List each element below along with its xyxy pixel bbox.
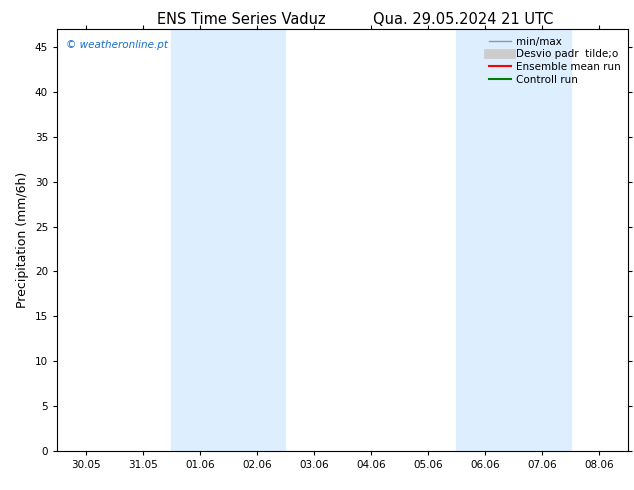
Y-axis label: Precipitation (mm/6h): Precipitation (mm/6h): [16, 172, 29, 308]
Legend: min/max, Desvio padr  tilde;o, Ensemble mean run, Controll run: min/max, Desvio padr tilde;o, Ensemble m…: [486, 35, 623, 87]
Bar: [456, 29, 571, 451]
Text: Qua. 29.05.2024 21 UTC: Qua. 29.05.2024 21 UTC: [373, 12, 553, 27]
Bar: [171, 29, 285, 451]
Text: ENS Time Series Vaduz: ENS Time Series Vaduz: [157, 12, 325, 27]
Text: © weatheronline.pt: © weatheronline.pt: [66, 40, 167, 50]
